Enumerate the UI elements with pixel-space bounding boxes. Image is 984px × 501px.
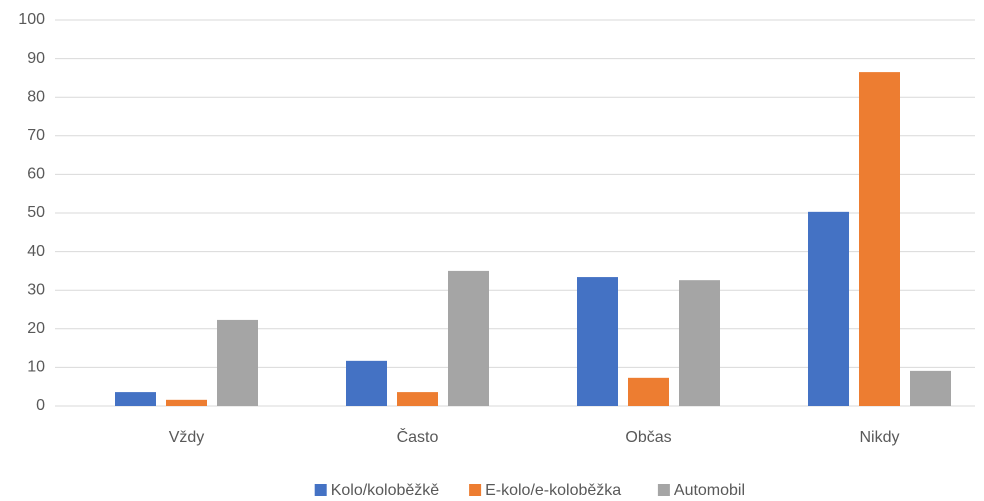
- bar: [910, 370, 951, 406]
- bar: [115, 392, 156, 406]
- y-tick-label: 0: [36, 397, 45, 414]
- bar: [679, 280, 720, 406]
- y-tick-label: 40: [27, 243, 45, 260]
- y-tick-label: 10: [27, 359, 45, 376]
- x-tick-label: Občas: [625, 429, 671, 446]
- bar: [346, 360, 387, 406]
- y-tick-label: 50: [27, 204, 45, 221]
- bar: [577, 277, 618, 406]
- y-tick-label: 30: [27, 281, 45, 298]
- legend-label: Automobil: [674, 482, 745, 499]
- bar: [166, 399, 207, 406]
- bar: [628, 377, 669, 406]
- legend-swatch: [469, 484, 482, 496]
- y-tick-label: 60: [27, 166, 45, 183]
- y-tick-label: 80: [27, 88, 45, 105]
- x-tick-label: Vždy: [169, 429, 205, 446]
- x-tick-label: Nikdy: [859, 429, 899, 446]
- legend-label: Kolo/koloběžkě: [331, 482, 440, 499]
- y-tick-label: 100: [18, 11, 45, 28]
- legend-swatch: [314, 484, 327, 496]
- bar: [217, 319, 258, 406]
- y-tick-label: 90: [27, 50, 45, 67]
- bar: [448, 270, 489, 406]
- y-tick-label: 20: [27, 320, 45, 337]
- legend-label: E-kolo/e-koloběžka: [485, 482, 621, 499]
- legend-swatch: [657, 484, 670, 496]
- bar: [859, 72, 900, 407]
- bar: [808, 211, 849, 406]
- bar: [397, 392, 438, 406]
- y-tick-label: 70: [27, 127, 45, 144]
- x-tick-label: Často: [397, 427, 439, 446]
